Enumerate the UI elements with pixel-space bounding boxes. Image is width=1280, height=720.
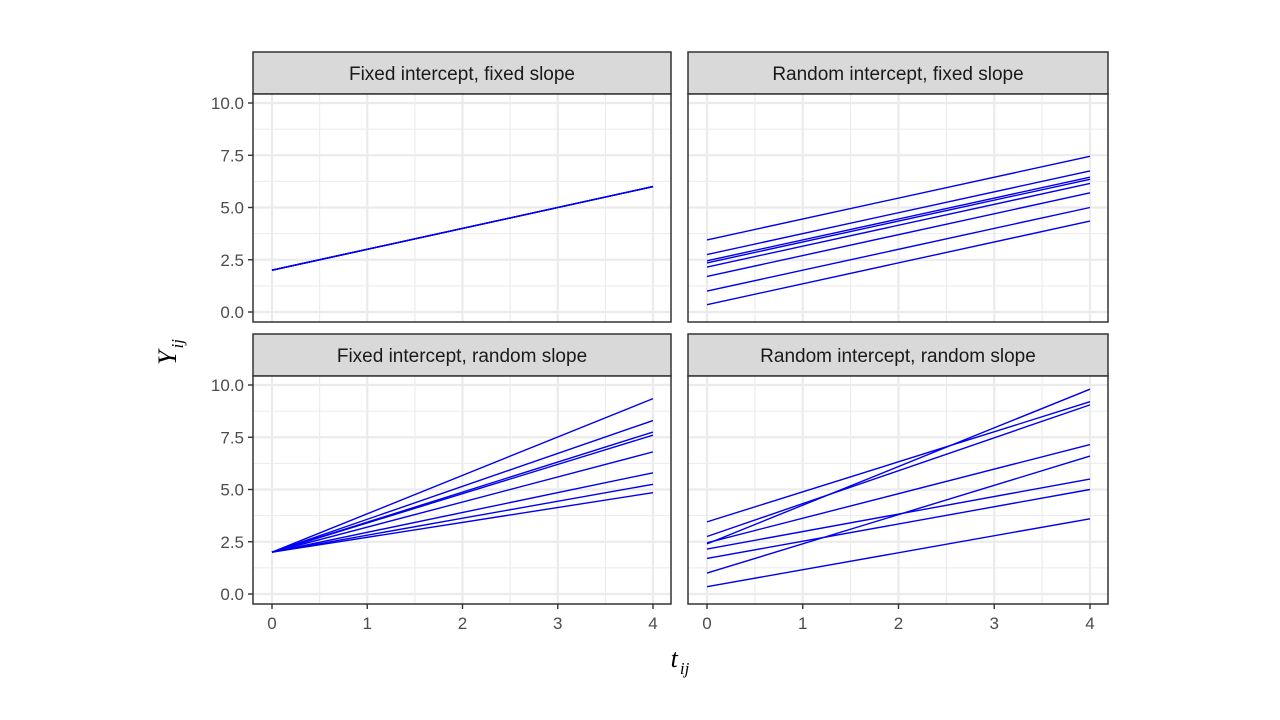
panel-3: Fixed intercept, random slope	[252, 333, 672, 605]
y-axis-ticks: 0.0 2.5 5.0 7.5 10.0 0.0 2.5 5.0 7.5 10.0	[211, 94, 253, 604]
series-line	[706, 388, 1091, 545]
y-axis-title-subscript: ij	[168, 339, 187, 349]
y-tick-label: 10.0	[211, 376, 244, 395]
panel-border	[687, 93, 1109, 323]
series-line	[271, 483, 654, 553]
series-line	[706, 206, 1091, 292]
x-tick-label: 3	[990, 614, 999, 633]
x-axis-title: t ij	[671, 644, 690, 678]
series-line	[271, 419, 654, 553]
panel-1: Fixed intercept, fixed slope	[252, 51, 672, 323]
series-line	[706, 518, 1091, 588]
series-line	[271, 434, 654, 553]
x-tick-label: 2	[458, 614, 467, 633]
x-axis-ticks: 0 1 2 3 4 0 1 2 3 4	[267, 604, 1095, 633]
series-line	[271, 397, 654, 553]
x-tick-label: 0	[702, 614, 711, 633]
series-line	[271, 472, 654, 553]
series-line	[706, 488, 1091, 560]
x-tick-label: 4	[1085, 614, 1094, 633]
x-tick-label: 2	[894, 614, 903, 633]
y-tick-label: 7.5	[220, 428, 244, 447]
y-tick-label: 0.0	[220, 303, 244, 322]
series-line	[706, 478, 1091, 550]
panel-2: Random intercept, fixed slope	[687, 51, 1109, 323]
x-tick-label: 1	[363, 614, 372, 633]
panel-strip	[252, 51, 672, 95]
series-line	[706, 220, 1091, 306]
x-tick-label: 1	[798, 614, 807, 633]
x-axis-title-subscript: ij	[680, 659, 690, 678]
panels: Fixed intercept, fixed slope Random inter…	[252, 51, 1109, 605]
y-tick-label: 5.0	[220, 481, 244, 500]
x-tick-label: 0	[267, 614, 276, 633]
series-line	[706, 170, 1091, 256]
series-line	[706, 176, 1091, 262]
y-tick-label: 0.0	[220, 585, 244, 604]
panel-title: Random intercept, random slope	[760, 346, 1036, 367]
y-axis-title-main: Y	[153, 348, 182, 365]
series-line	[706, 178, 1091, 264]
series-line	[706, 155, 1091, 241]
panel-title: Random intercept, fixed slope	[772, 64, 1023, 85]
x-axis-title-main: t	[671, 644, 679, 673]
panel-title: Fixed intercept, random slope	[337, 346, 587, 367]
y-tick-label: 10.0	[211, 94, 244, 113]
y-tick-label: 2.5	[220, 251, 244, 270]
y-axis-title: Yij	[153, 339, 187, 365]
series-line	[271, 491, 654, 553]
y-tick-label: 2.5	[220, 533, 244, 552]
panel-title: Fixed intercept, fixed slope	[349, 64, 575, 85]
series-lines	[706, 155, 1091, 306]
x-tick-label: 3	[553, 614, 562, 633]
series-line	[706, 192, 1091, 278]
panel-4: Random intercept, random slope	[687, 333, 1109, 605]
series-line	[706, 182, 1091, 268]
series-line	[271, 451, 654, 553]
y-tick-label: 7.5	[220, 146, 244, 165]
series-line	[706, 401, 1091, 523]
series-lines	[271, 185, 654, 271]
series-line	[271, 185, 654, 271]
gridlines	[253, 376, 671, 604]
panel-strip	[687, 333, 1109, 377]
series-line	[706, 443, 1091, 544]
x-tick-label: 4	[648, 614, 657, 633]
y-tick-label: 5.0	[220, 199, 244, 218]
panel-strip	[252, 333, 672, 377]
series-lines	[271, 397, 654, 553]
series-lines	[706, 388, 1091, 588]
gridlines	[688, 376, 1108, 604]
series-line	[706, 404, 1091, 538]
